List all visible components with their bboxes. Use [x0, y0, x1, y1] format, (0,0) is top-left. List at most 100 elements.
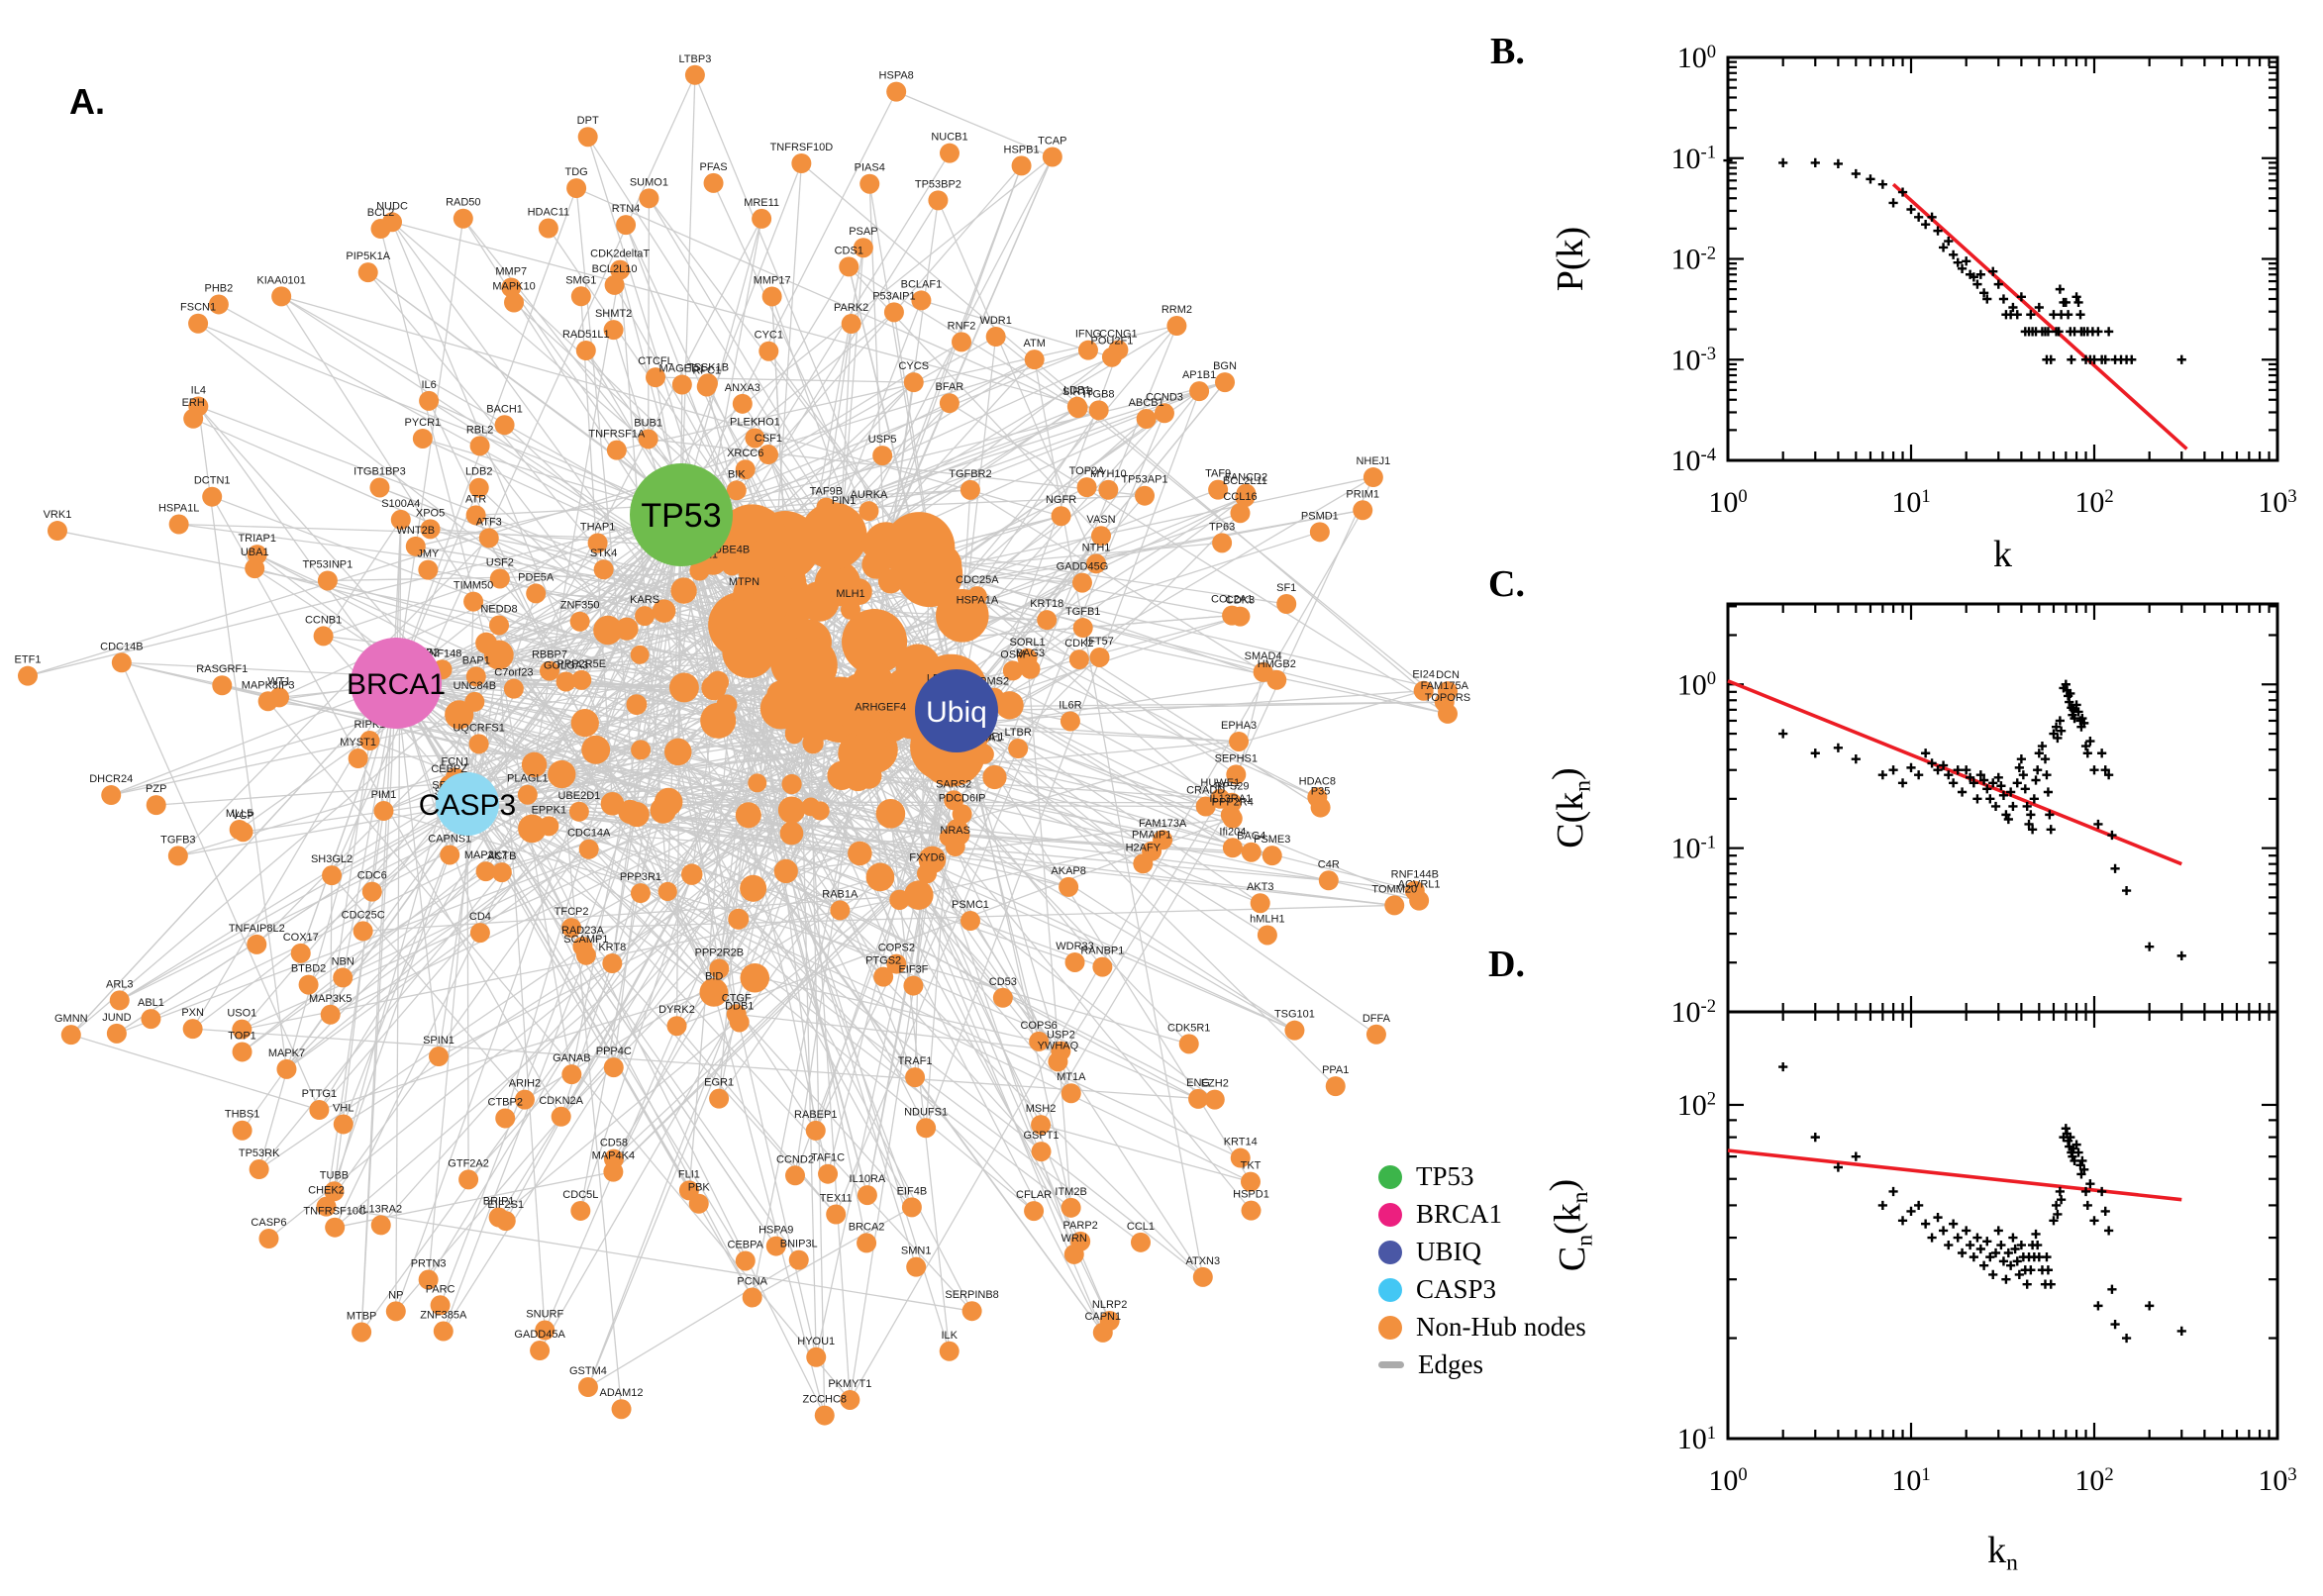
network-node	[734, 588, 755, 609]
data-point	[2110, 1319, 2120, 1330]
network-node-label: EI24	[1412, 669, 1435, 681]
data-point	[2008, 1233, 2018, 1243]
network-node-label: CDK3	[1226, 595, 1255, 607]
hub-node-ubiq	[915, 669, 998, 752]
data-point	[1944, 770, 1954, 780]
network-node-label: HMGB2	[1258, 658, 1296, 670]
network-node	[494, 415, 515, 436]
network-node-label: PARK2	[834, 302, 868, 314]
network-node-label: CYC1	[755, 330, 783, 342]
data-point	[2076, 1169, 2086, 1179]
network-node	[709, 958, 730, 979]
network-edge	[951, 751, 1233, 804]
data-point	[1921, 220, 1931, 230]
legend-item: CASP3	[1378, 1274, 1586, 1304]
network-node	[939, 393, 960, 414]
network-node	[352, 1322, 372, 1343]
network-node-label: PMAIP1	[1132, 830, 1171, 842]
data-point	[1982, 784, 1992, 794]
network-node-label: TGFB1	[1065, 606, 1100, 618]
network-node-label: PSMD1	[1301, 510, 1339, 522]
network-edge	[300, 682, 397, 954]
network-node-label: MTPN	[729, 576, 759, 588]
network-edge	[331, 874, 526, 1101]
network-edge	[800, 162, 1425, 692]
network-node	[313, 626, 334, 647]
network-node	[419, 390, 440, 411]
network-node-label: RBBP7	[532, 649, 567, 661]
network-node	[1092, 1322, 1113, 1343]
network-node	[726, 1004, 747, 1025]
data-point	[1914, 770, 1924, 780]
core-node	[904, 880, 934, 910]
network-node-label: NUDC	[376, 200, 408, 212]
network-node-label: CAPNS1	[428, 833, 471, 845]
data-point	[2022, 1279, 2032, 1289]
legend-edge-swatch	[1378, 1361, 1404, 1368]
plot-frame	[1726, 55, 2279, 462]
data-point	[2100, 765, 2110, 775]
network-node	[385, 1301, 406, 1322]
network-edge	[912, 748, 1019, 986]
network-node	[232, 1019, 252, 1040]
core-node	[777, 796, 806, 824]
network-node	[1060, 1083, 1081, 1104]
network-edge	[656, 376, 914, 383]
network-node-label: IL6R	[1059, 699, 1081, 711]
network-node-label: TP53INP1	[303, 558, 354, 570]
network-node-label: BTBD2	[291, 963, 326, 975]
network-node-label: TOP2A	[1069, 465, 1106, 477]
data-point	[1975, 269, 1985, 279]
network-node-label: TUBB	[320, 1169, 349, 1181]
data-point	[2046, 1279, 2056, 1289]
network-node	[1384, 895, 1405, 916]
network-node-label: MLH1	[836, 588, 864, 600]
network-edge	[1235, 476, 1374, 775]
network-edge	[956, 710, 1337, 1087]
core-node	[784, 725, 804, 745]
network-edge	[498, 654, 613, 805]
core-node	[845, 578, 872, 606]
network-node-label: GOLGA3	[544, 660, 588, 672]
network-node	[961, 1301, 982, 1322]
network-node-label: NP	[388, 1289, 403, 1301]
network-node-label: ATM	[1023, 338, 1045, 349]
network-node	[666, 1016, 687, 1037]
network-node	[709, 1088, 730, 1109]
network-node-label: PPA1	[1322, 1064, 1349, 1076]
network-edge	[587, 977, 756, 1388]
data-point	[2024, 819, 2034, 830]
network-node	[320, 1004, 341, 1025]
network-node-label: CCL1	[1127, 1221, 1155, 1233]
network-node-label: COX17	[283, 932, 319, 944]
hub-node-casp3	[436, 772, 499, 836]
network-node	[722, 555, 743, 576]
network-node-label: TIMM50	[454, 580, 493, 592]
network-edge	[319, 977, 756, 1111]
core-node	[631, 740, 652, 760]
network-node	[247, 934, 267, 954]
network-node	[834, 506, 855, 527]
network-node	[1064, 951, 1085, 972]
network-node	[1031, 1142, 1052, 1162]
network-node-label: EPHA3	[1221, 720, 1257, 732]
axis-text: C(kn)	[1545, 767, 1595, 848]
axis-text: 100	[1677, 668, 1716, 701]
network-node	[109, 990, 130, 1011]
data-point	[1897, 1216, 1908, 1226]
network-node	[316, 1196, 337, 1217]
data-point	[2082, 1200, 2092, 1211]
network-edge	[177, 664, 809, 857]
network-node-label: HUWE1	[1200, 777, 1240, 789]
data-point	[1990, 801, 2001, 812]
data-point	[1975, 770, 1985, 780]
data-point	[2051, 722, 2062, 732]
legend-label: Non-Hub nodes	[1416, 1312, 1586, 1342]
data-point	[2037, 741, 2048, 751]
data-point	[2071, 292, 2081, 302]
network-node-label: TNFRSF10D	[770, 142, 834, 153]
data-point	[1927, 1233, 1937, 1243]
network-node	[535, 1320, 556, 1341]
